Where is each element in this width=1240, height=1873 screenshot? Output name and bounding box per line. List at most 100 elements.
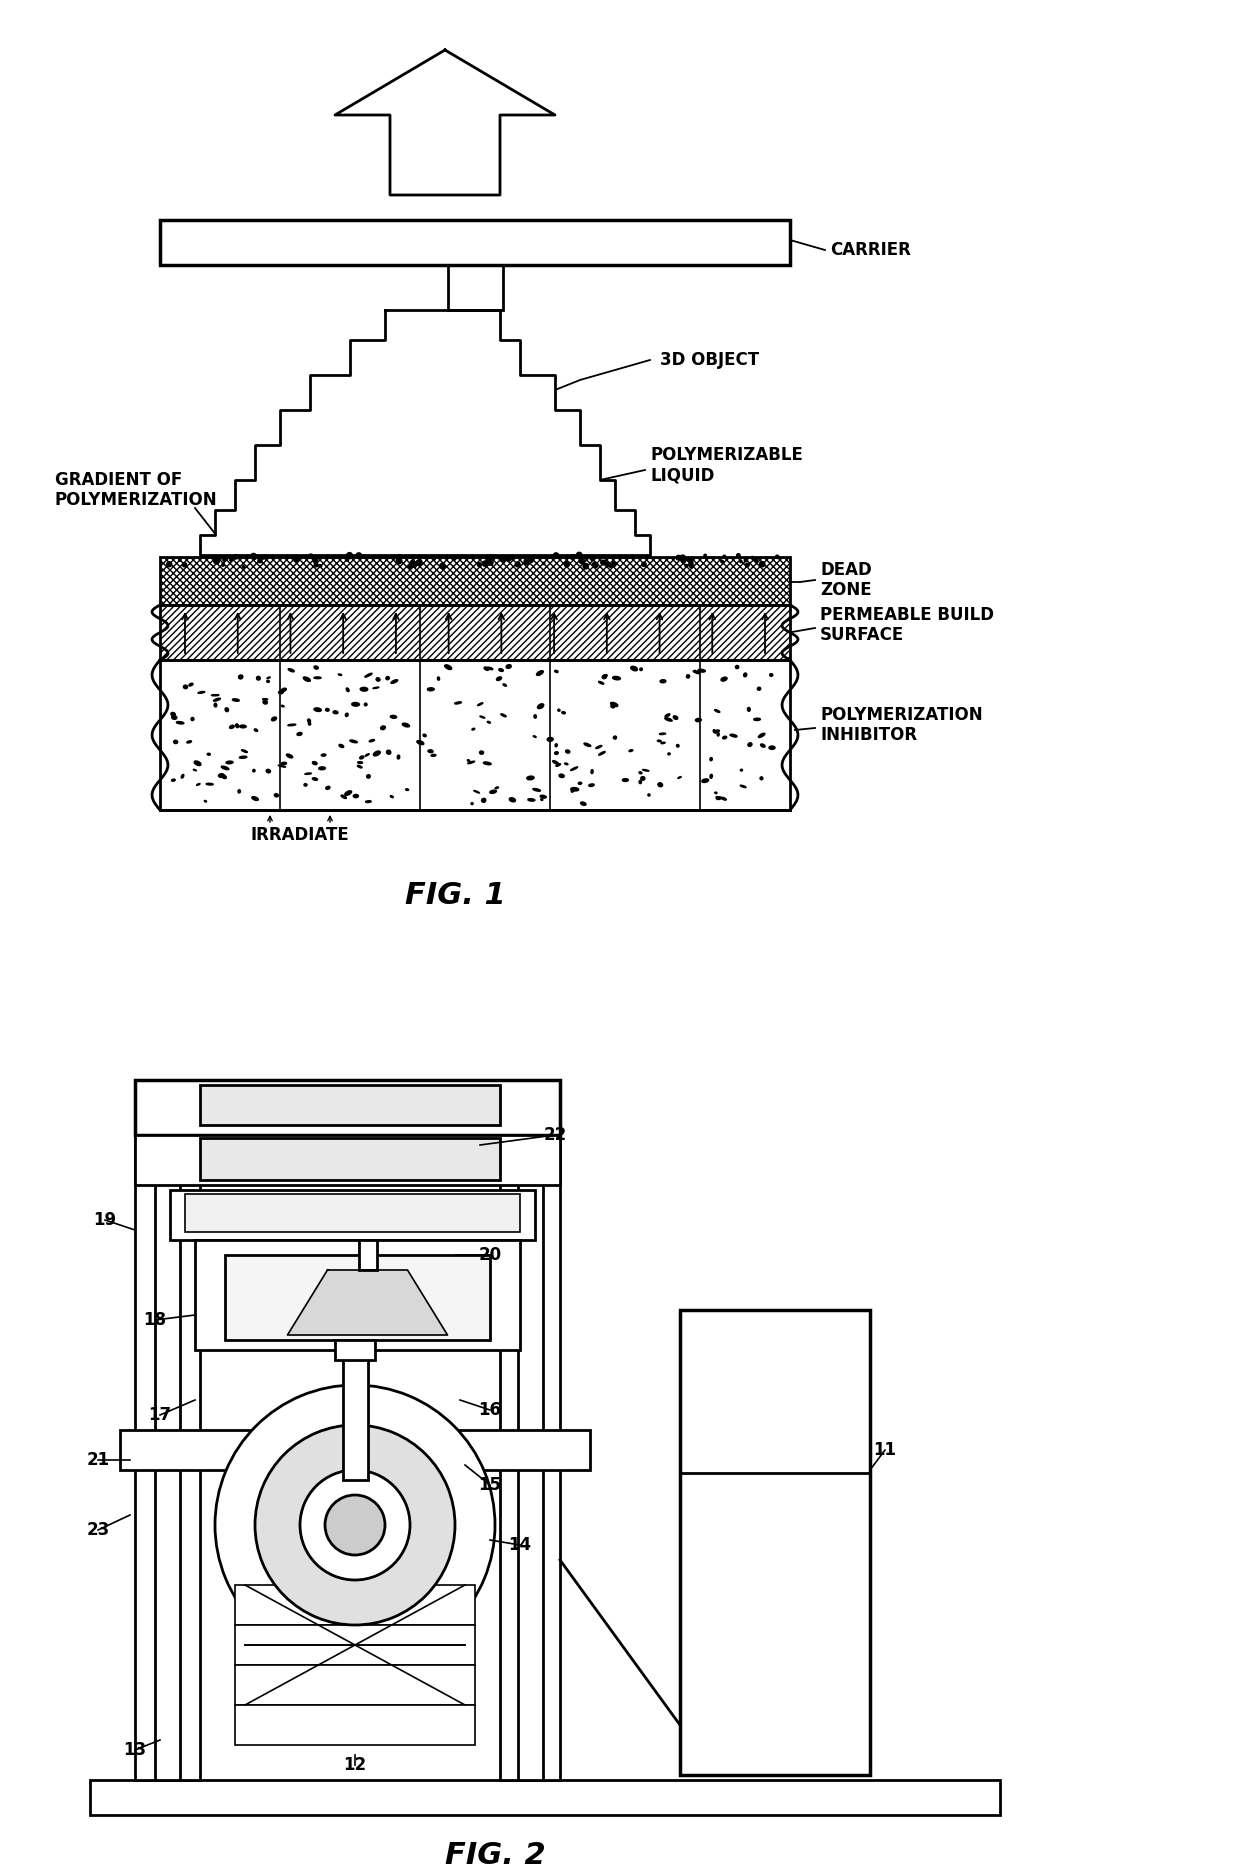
Ellipse shape xyxy=(748,744,751,745)
Bar xyxy=(680,1309,870,1776)
Ellipse shape xyxy=(533,789,541,790)
Text: 20: 20 xyxy=(479,1246,501,1264)
Circle shape xyxy=(704,554,707,556)
Ellipse shape xyxy=(570,766,578,770)
Ellipse shape xyxy=(350,740,357,744)
Ellipse shape xyxy=(391,680,398,684)
Ellipse shape xyxy=(477,702,482,706)
Circle shape xyxy=(252,556,257,560)
Ellipse shape xyxy=(698,669,706,672)
Circle shape xyxy=(433,558,435,560)
Ellipse shape xyxy=(639,781,641,783)
Circle shape xyxy=(754,558,758,562)
Ellipse shape xyxy=(490,790,496,794)
Ellipse shape xyxy=(312,777,317,781)
Circle shape xyxy=(166,562,171,568)
Ellipse shape xyxy=(360,757,363,759)
Ellipse shape xyxy=(397,755,399,759)
Ellipse shape xyxy=(272,717,277,721)
Text: 14: 14 xyxy=(508,1536,532,1555)
Circle shape xyxy=(744,558,748,562)
Bar xyxy=(91,1779,999,1815)
Ellipse shape xyxy=(506,665,511,669)
Ellipse shape xyxy=(715,796,718,800)
Ellipse shape xyxy=(687,674,689,678)
Ellipse shape xyxy=(714,710,720,712)
Polygon shape xyxy=(288,1270,448,1335)
Ellipse shape xyxy=(614,738,616,740)
Circle shape xyxy=(223,558,226,562)
Text: 19: 19 xyxy=(93,1212,117,1229)
Ellipse shape xyxy=(263,701,268,704)
Ellipse shape xyxy=(553,760,559,764)
Ellipse shape xyxy=(281,687,286,691)
Circle shape xyxy=(609,566,611,568)
Bar xyxy=(160,556,790,605)
Circle shape xyxy=(396,554,402,560)
Text: DEAD
ZONE: DEAD ZONE xyxy=(820,560,872,599)
Ellipse shape xyxy=(658,783,662,787)
Bar xyxy=(224,1255,490,1339)
Bar xyxy=(135,1135,560,1186)
Ellipse shape xyxy=(541,796,547,798)
Ellipse shape xyxy=(556,744,557,747)
Ellipse shape xyxy=(215,702,217,706)
Ellipse shape xyxy=(274,794,279,796)
Text: 17: 17 xyxy=(149,1407,171,1423)
Ellipse shape xyxy=(580,802,587,805)
Ellipse shape xyxy=(373,751,381,757)
Ellipse shape xyxy=(740,785,746,787)
Ellipse shape xyxy=(176,721,184,725)
Ellipse shape xyxy=(252,796,258,800)
Circle shape xyxy=(553,553,559,558)
Bar xyxy=(200,1139,500,1180)
Circle shape xyxy=(345,554,348,558)
Ellipse shape xyxy=(693,671,699,674)
Ellipse shape xyxy=(334,712,339,714)
Circle shape xyxy=(312,558,317,562)
Bar xyxy=(448,264,503,311)
Ellipse shape xyxy=(510,798,516,802)
Ellipse shape xyxy=(341,796,346,798)
Text: FIG. 1: FIG. 1 xyxy=(404,880,506,910)
Ellipse shape xyxy=(304,783,308,787)
Ellipse shape xyxy=(528,798,534,802)
Text: 12: 12 xyxy=(343,1757,367,1774)
Ellipse shape xyxy=(694,671,696,672)
Ellipse shape xyxy=(647,794,650,796)
Ellipse shape xyxy=(229,725,234,729)
Ellipse shape xyxy=(188,684,193,686)
Bar xyxy=(160,605,790,659)
Bar xyxy=(160,219,790,264)
Ellipse shape xyxy=(572,789,574,792)
Wedge shape xyxy=(300,1470,410,1581)
Text: 15: 15 xyxy=(479,1476,501,1495)
Bar xyxy=(160,659,790,809)
Ellipse shape xyxy=(591,770,593,774)
Ellipse shape xyxy=(631,667,637,671)
Ellipse shape xyxy=(748,708,750,712)
Circle shape xyxy=(682,560,686,564)
Bar xyxy=(335,1339,374,1360)
Ellipse shape xyxy=(570,789,579,790)
Ellipse shape xyxy=(365,672,372,678)
Ellipse shape xyxy=(702,779,708,783)
Ellipse shape xyxy=(281,762,286,764)
Ellipse shape xyxy=(769,745,775,749)
Ellipse shape xyxy=(370,740,374,742)
Circle shape xyxy=(680,554,686,562)
Ellipse shape xyxy=(759,732,765,738)
Ellipse shape xyxy=(402,723,409,727)
Circle shape xyxy=(605,562,609,566)
Ellipse shape xyxy=(308,719,310,723)
Ellipse shape xyxy=(622,779,629,781)
Ellipse shape xyxy=(391,715,397,717)
Ellipse shape xyxy=(391,796,393,798)
Circle shape xyxy=(642,562,646,566)
Ellipse shape xyxy=(565,749,570,753)
Ellipse shape xyxy=(527,775,534,779)
Ellipse shape xyxy=(660,680,666,684)
Ellipse shape xyxy=(417,740,424,745)
Ellipse shape xyxy=(714,730,719,732)
Text: 11: 11 xyxy=(873,1440,897,1459)
